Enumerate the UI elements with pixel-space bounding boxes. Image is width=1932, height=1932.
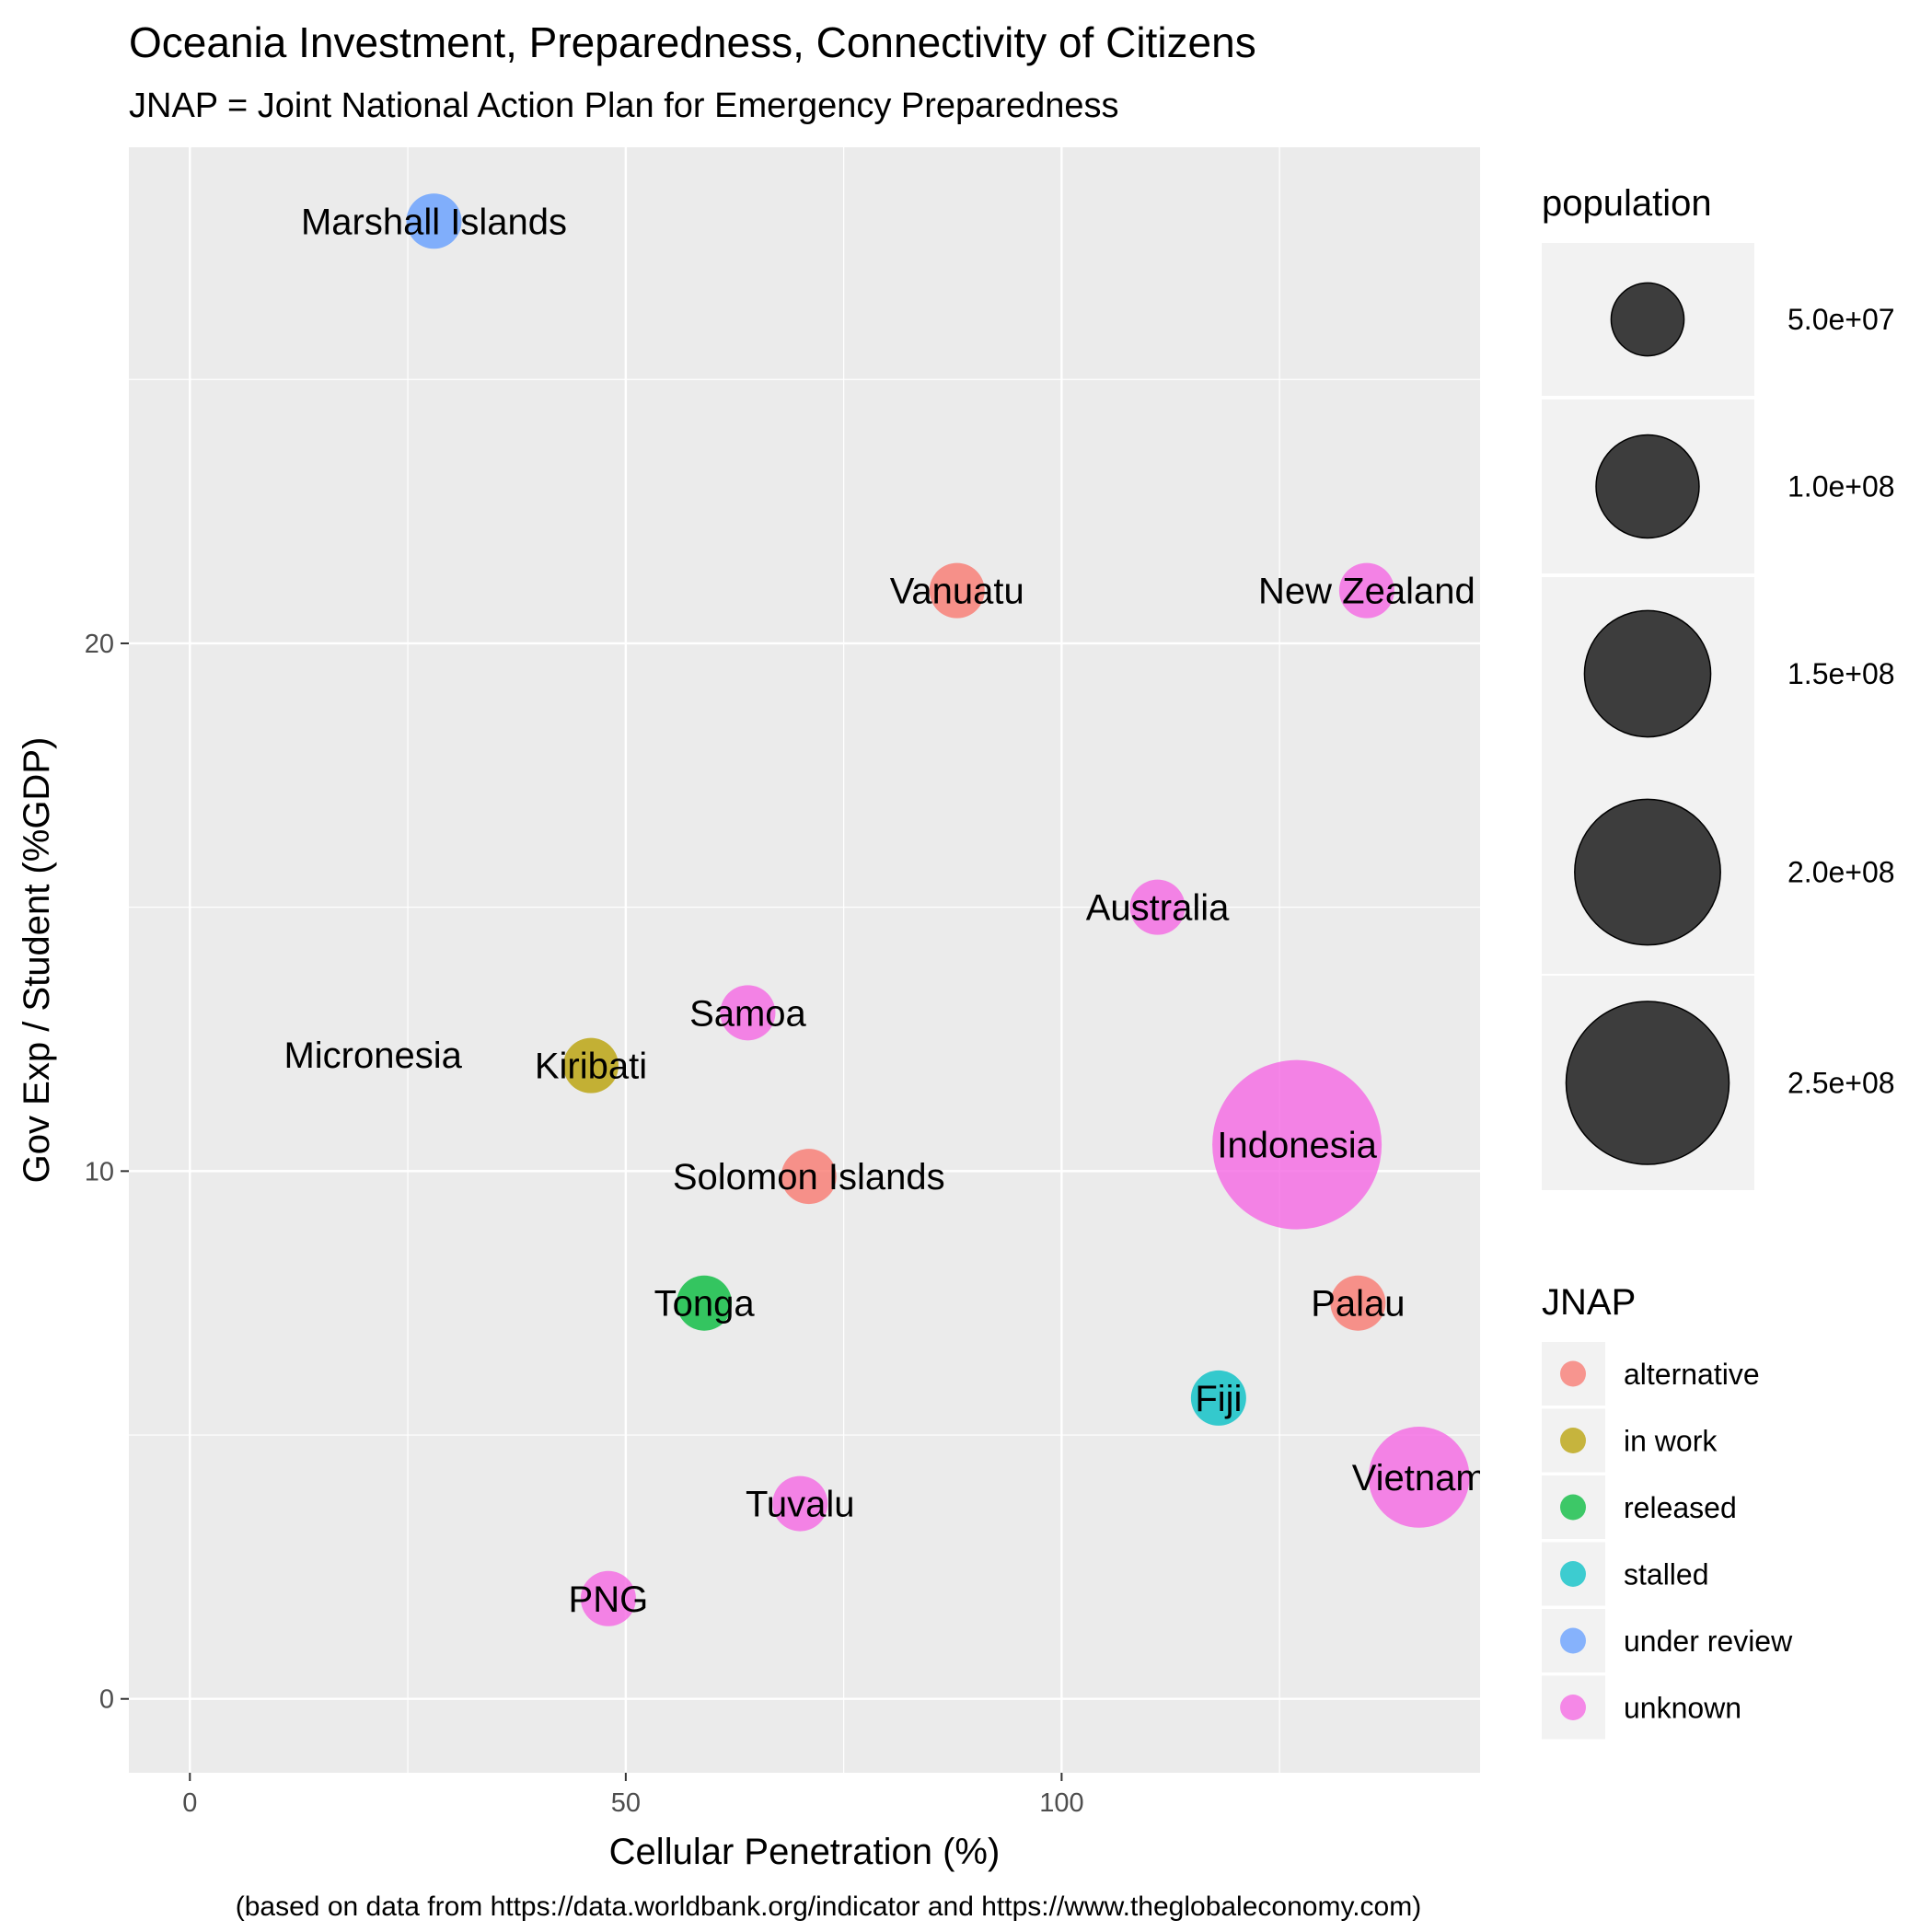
- x-axis-label: Cellular Penetration (%): [609, 1832, 1001, 1872]
- color-legend-swatch: [1560, 1561, 1586, 1587]
- color-legend-swatch: [1560, 1428, 1586, 1453]
- point-label: Tuvalu: [746, 1485, 855, 1525]
- point-label: Micronesia: [283, 1035, 462, 1076]
- point-labels-layer: Marshall Islands Vanuatu New Zealand Austra…: [283, 202, 1487, 1620]
- size-legend-circle: [1574, 798, 1721, 946]
- x-axis-ticks: 0 50 100: [182, 1773, 1084, 1818]
- color-legend: alternative in work released stalled under r…: [1542, 1342, 1793, 1740]
- color-legend-label: under review: [1624, 1625, 1793, 1658]
- size-legend-label: 1.0e+08: [1787, 470, 1895, 503]
- data-point: [1368, 1427, 1470, 1528]
- point-label: Vietnam: [1352, 1458, 1487, 1498]
- data-point: [781, 1149, 837, 1205]
- point-label: Fiji: [1195, 1379, 1242, 1419]
- color-legend-label: stalled: [1624, 1558, 1709, 1591]
- data-point: [1330, 1275, 1386, 1331]
- data-point: [720, 985, 776, 1041]
- point-label: Indonesia: [1217, 1126, 1377, 1166]
- color-legend-swatch: [1560, 1627, 1586, 1654]
- size-legend: 5.0e+07 1.0e+08 1.5e+08 2.0e+08 2.5e+08: [1542, 243, 1895, 1190]
- size-legend-title: population: [1542, 183, 1712, 224]
- y-axis-ticks: 0 10 20: [85, 630, 129, 1715]
- data-point: [406, 193, 462, 249]
- y-tick-label: 10: [85, 1157, 114, 1186]
- data-point: [562, 1037, 619, 1093]
- color-legend-swatch: [1560, 1695, 1586, 1720]
- grid-minor: [129, 147, 1480, 1773]
- chart-caption: (based on data from https://data.worldba…: [236, 1892, 1421, 1922]
- size-legend-label: 2.0e+08: [1787, 856, 1895, 889]
- size-legend-label: 2.5e+08: [1787, 1067, 1895, 1100]
- size-legend-label: 1.5e+08: [1787, 657, 1895, 690]
- color-legend-label: unknown: [1624, 1692, 1741, 1725]
- size-legend-circle: [1595, 434, 1700, 539]
- data-point: [677, 1275, 733, 1331]
- data-point: [1190, 1370, 1246, 1426]
- color-legend-label: in work: [1624, 1425, 1718, 1458]
- color-legend-label: alternative: [1624, 1358, 1760, 1391]
- point-label: Kiribati: [535, 1047, 647, 1087]
- color-legend-label: released: [1624, 1491, 1737, 1524]
- y-axis-label: Gov Exp / Student (%GDP): [17, 737, 57, 1184]
- y-tick-label: 0: [99, 1685, 114, 1715]
- point-label: PNG: [569, 1579, 649, 1620]
- size-legend-circle: [1610, 282, 1685, 357]
- data-point: [1212, 1059, 1382, 1230]
- x-tick-label: 50: [611, 1788, 641, 1818]
- point-label: Tonga: [654, 1284, 756, 1325]
- point-label: Palau: [1311, 1284, 1405, 1325]
- size-legend-label: 5.0e+07: [1787, 303, 1895, 336]
- color-legend-title: JNAP: [1542, 1282, 1636, 1323]
- data-point: [1129, 879, 1186, 935]
- y-tick-label: 20: [85, 630, 114, 659]
- data-point: [580, 1570, 636, 1626]
- x-tick-label: 100: [1039, 1788, 1083, 1818]
- point-label: Australia: [1086, 888, 1230, 929]
- chart-title: Oceania Investment, Preparedness, Connec…: [129, 18, 1256, 66]
- points-layer: [406, 193, 1470, 1626]
- data-point: [772, 1475, 828, 1532]
- data-point: [1338, 562, 1394, 619]
- point-label: Solomon Islands: [673, 1157, 945, 1197]
- data-point: [929, 562, 985, 619]
- chart-subtitle: JNAP = Joint National Action Plan for Em…: [129, 87, 1119, 125]
- point-label: Marshall Islands: [301, 202, 567, 242]
- color-legend-swatch: [1560, 1494, 1586, 1521]
- color-legend-swatch: [1560, 1360, 1586, 1387]
- point-label: New Zealand: [1258, 572, 1475, 612]
- x-tick-label: 0: [182, 1788, 197, 1818]
- size-legend-circle: [1565, 1001, 1730, 1165]
- size-legend-circle: [1583, 609, 1712, 738]
- point-label: Samoa: [689, 993, 806, 1034]
- point-label: Vanuatu: [890, 572, 1024, 612]
